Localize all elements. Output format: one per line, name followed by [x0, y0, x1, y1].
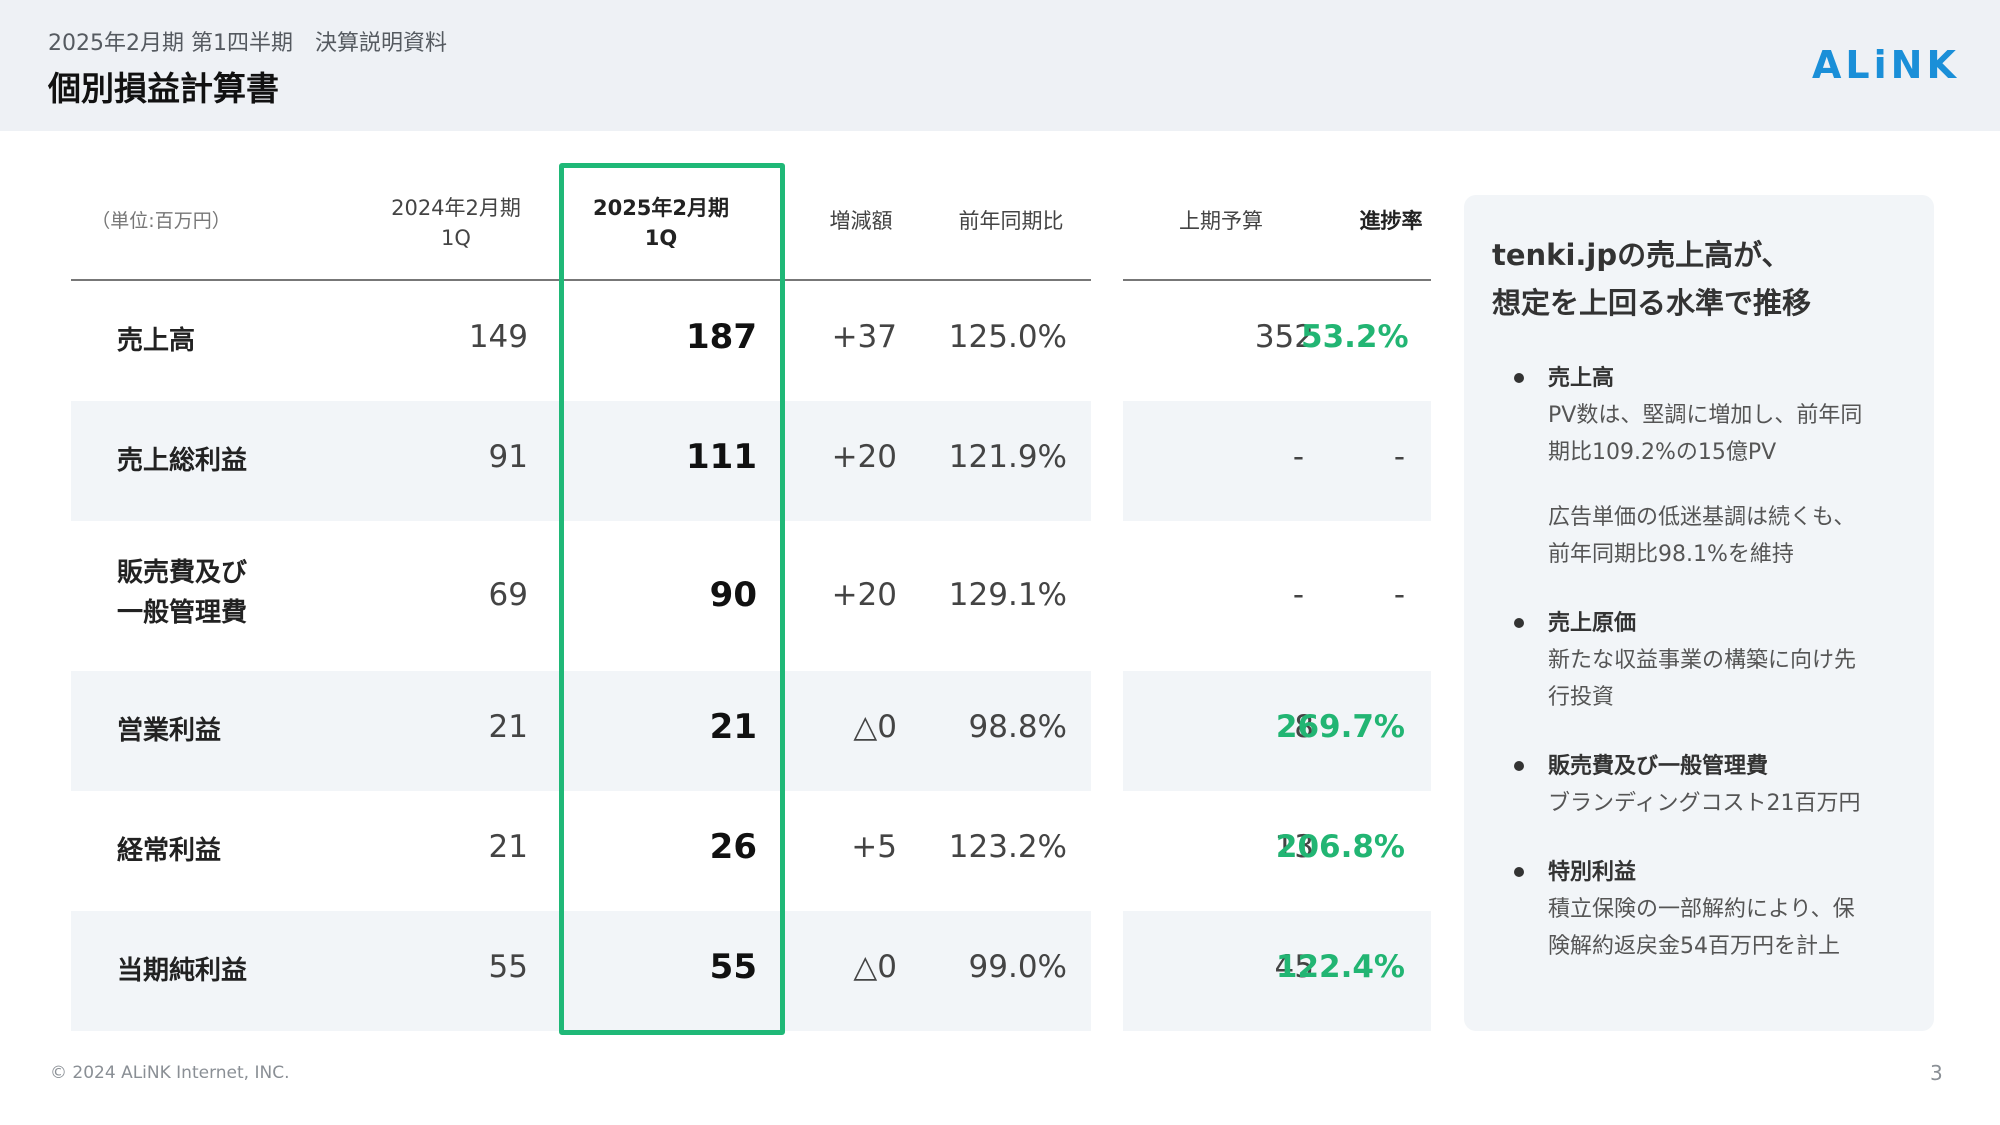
- list-item-text: PV数は、堅調に増加し、前年同 期比109.2%の15億PV: [1548, 403, 1863, 465]
- list-item-title: 売上原価: [1548, 611, 1637, 636]
- prev-value: 69: [488, 577, 528, 613]
- table-row: 販売費及び 一般管理費 69 90 +20 129.1% - -: [71, 521, 1431, 671]
- current-value: 26: [709, 827, 757, 867]
- change-value: +5: [851, 829, 897, 865]
- commentary-heading: tenki.jpの売上高が、 想定を上回る水準で推移: [1492, 238, 1812, 320]
- list-item-title: 売上高: [1548, 366, 1615, 391]
- budget-value: -: [1292, 439, 1304, 475]
- page-title: 個別損益計算書: [48, 69, 279, 108]
- table-row: 当期純利益 55 55 △0 99.0% 45 122.4%: [71, 911, 1431, 1031]
- progress-value: -: [1393, 577, 1405, 613]
- bullet-icon: [1514, 373, 1524, 383]
- page-number: 3: [1930, 1061, 1943, 1085]
- row-label: 売上総利益: [117, 446, 248, 476]
- prev-value: 149: [468, 319, 528, 355]
- progress-value: -: [1393, 439, 1405, 475]
- budget-value: -: [1292, 577, 1304, 613]
- header-divider-right: [1123, 279, 1431, 281]
- row-label: 営業利益: [117, 716, 222, 746]
- income-statement-table: （単位:百万円） 2024年2月期 1Q 2025年2月期 1Q 増減額 前年同…: [71, 165, 1431, 1035]
- col-header-progress: 進捗率: [1359, 209, 1423, 233]
- table-row: 売上総利益 91 111 +20 121.9% - -: [71, 401, 1431, 521]
- row-label: 経常利益: [117, 836, 222, 866]
- col-header-change: 増減額: [829, 209, 893, 233]
- unit-label: （単位:百万円）: [91, 210, 231, 232]
- list-item: 売上原価 新たな収益事業の構築に向け先 行投資: [1492, 605, 1922, 716]
- prev-value: 21: [488, 829, 528, 865]
- current-value: 111: [686, 437, 757, 477]
- progress-value: 269.7%: [1275, 709, 1405, 745]
- yoy-value: 98.8%: [968, 709, 1067, 745]
- list-item-text: 積立保険の一部解約により、保 険解約返戻金54百万円を計上: [1548, 897, 1855, 959]
- col-header-yoy: 前年同期比: [958, 209, 1064, 233]
- current-value: 55: [709, 947, 757, 987]
- prev-value: 91: [488, 439, 528, 475]
- col-header-prev-year: 2024年2月期 1Q: [391, 196, 521, 250]
- prev-value: 55: [488, 949, 528, 985]
- prev-value: 21: [488, 709, 528, 745]
- alink-logo: ALiNK: [1812, 43, 1960, 87]
- current-quarter-highlight-frame: [559, 163, 785, 1035]
- list-item: 売上高 PV数は、堅調に増加し、前年同 期比109.2%の15億PV 広告単価の…: [1492, 360, 1922, 573]
- row-shade: [71, 671, 1091, 791]
- row-shade: [1123, 911, 1431, 1031]
- svg-text:ALiNK: ALiNK: [1812, 43, 1960, 87]
- yoy-value: 121.9%: [948, 439, 1067, 475]
- current-value: 90: [709, 575, 757, 615]
- copyright-text: © 2024 ALiNK Internet, INC.: [50, 1063, 290, 1083]
- change-value: +20: [831, 577, 897, 613]
- table-row: 経常利益 21 26 +5 123.2% 13 206.8%: [71, 791, 1431, 911]
- budget-value: 8: [1294, 709, 1314, 745]
- bullet-icon: [1514, 761, 1524, 771]
- list-item-title: 販売費及び一般管理費: [1548, 754, 1769, 779]
- bullet-icon: [1514, 618, 1524, 628]
- commentary-panel: tenki.jpの売上高が、 想定を上回る水準で推移 売上高 PV数は、堅調に増…: [1464, 195, 1934, 1031]
- row-label: 当期純利益: [117, 956, 248, 986]
- header-divider-left: [71, 279, 1091, 281]
- table-row: 売上高 149 187 +37 125.0% 352 53.2%: [71, 281, 1431, 401]
- budget-value: 13: [1274, 829, 1314, 865]
- progress-value: 122.4%: [1275, 949, 1405, 985]
- yoy-value: 123.2%: [948, 829, 1067, 865]
- list-item-text: ブランディングコスト21百万円: [1548, 791, 1861, 816]
- row-shade: [71, 401, 1091, 521]
- change-value: +37: [831, 319, 897, 355]
- row-label: 売上高: [117, 326, 196, 356]
- budget-value: 45: [1274, 949, 1314, 985]
- row-label: 販売費及び 一般管理費: [117, 558, 248, 628]
- current-value: 187: [686, 317, 757, 357]
- list-item-title: 特別利益: [1548, 860, 1637, 885]
- progress-value: 206.8%: [1275, 829, 1405, 865]
- yoy-value: 125.0%: [948, 319, 1067, 355]
- header-bar: 2025年2月期 第1四半期 決算説明資料 個別損益計算書 ALiNK: [0, 0, 2000, 131]
- col-header-budget: 上期予算: [1179, 209, 1263, 233]
- change-value: △0: [853, 949, 897, 985]
- table-row: 営業利益 21 21 △0 98.8% 8 269.7%: [71, 671, 1431, 791]
- list-item-text: 広告単価の低迷基調は続くも、 前年同期比98.1%を維持: [1548, 505, 1856, 567]
- document-title: 2025年2月期 第1四半期 決算説明資料: [48, 31, 447, 56]
- row-shade: [1123, 671, 1431, 791]
- col-header-current-year: 2025年2月期 1Q: [592, 196, 730, 250]
- commentary-list: 売上高 PV数は、堅調に増加し、前年同 期比109.2%の15億PV 広告単価の…: [1492, 360, 1922, 997]
- row-shade: [1123, 401, 1431, 521]
- current-value: 21: [709, 707, 757, 747]
- budget-value: 352: [1254, 319, 1314, 355]
- bullet-icon: [1514, 867, 1524, 877]
- change-value: +20: [831, 439, 897, 475]
- list-item: 特別利益 積立保険の一部解約により、保 険解約返戻金54百万円を計上: [1492, 854, 1922, 965]
- yoy-value: 99.0%: [968, 949, 1067, 985]
- change-value: △0: [853, 709, 897, 745]
- list-item: 販売費及び一般管理費 ブランディングコスト21百万円: [1492, 748, 1922, 822]
- yoy-value: 129.1%: [948, 577, 1067, 613]
- row-shade: [71, 911, 1091, 1031]
- list-item-text: 新たな収益事業の構築に向け先 行投資: [1548, 648, 1857, 710]
- progress-value: 53.2%: [1301, 319, 1409, 355]
